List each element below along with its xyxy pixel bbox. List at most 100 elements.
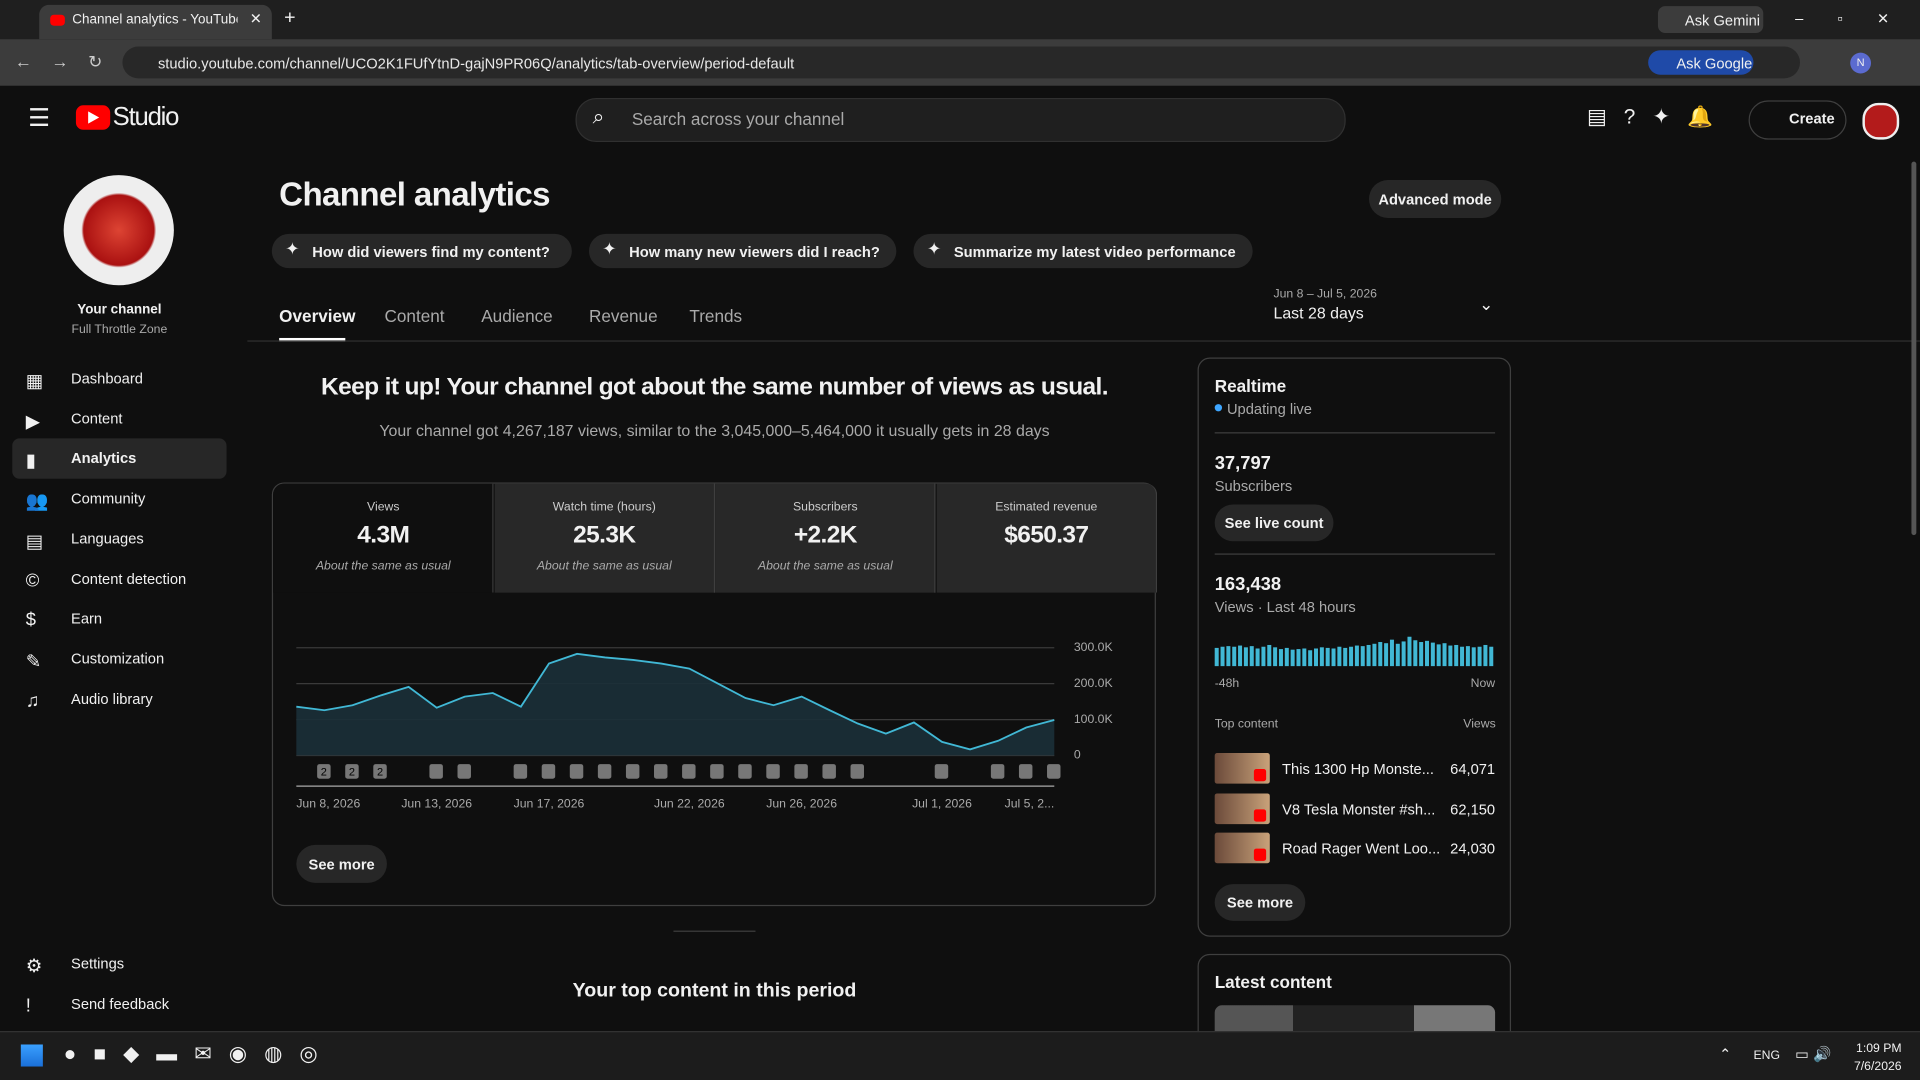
prompt-chip[interactable]: How many new viewers did I reach? <box>588 233 897 269</box>
metric-card[interactable] <box>936 483 1157 593</box>
see-live-count[interactable]: See live count <box>1214 504 1334 542</box>
realtime-bar <box>1302 648 1307 667</box>
realtime-bar <box>1308 650 1313 667</box>
realtime-bar <box>1419 642 1424 667</box>
avatar[interactable] <box>1862 102 1900 140</box>
metric-label: Watch time (hours) <box>552 500 656 515</box>
realtime-bar <box>1425 640 1430 667</box>
tab[interactable]: Content <box>384 306 445 326</box>
realtime-bar <box>1430 642 1435 667</box>
realtime-see-more[interactable]: See more <box>1214 884 1306 921</box>
nav-item[interactable]: Languages <box>71 529 144 548</box>
tray[interactable]: ⌃ <box>1719 1045 1732 1063</box>
footer-item[interactable]: Settings <box>71 955 125 973</box>
realtime-bar <box>1378 642 1383 667</box>
prompt-chip[interactable]: How did viewers find my content? <box>271 233 572 269</box>
realtime-bar <box>1331 648 1336 667</box>
nav-icon: ▤ <box>25 531 44 552</box>
nav-item[interactable]: Content <box>71 409 123 427</box>
separator <box>673 930 756 932</box>
nav-item[interactable]: Content detection <box>71 570 187 588</box>
headline: Keep it up! Your channel got about the s… <box>321 373 1109 401</box>
language[interactable]: ENG <box>1753 1049 1781 1063</box>
footer-item[interactable]: Send feedback <box>71 995 170 1013</box>
tab[interactable]: Audience <box>481 306 553 326</box>
realtime-bar <box>1489 646 1494 667</box>
profile[interactable]: N <box>1850 52 1872 74</box>
tab[interactable]: Trends <box>689 306 743 326</box>
nav-item[interactable]: Audio library <box>71 690 153 708</box>
prompt-chip[interactable]: Summarize my latest video performance <box>913 233 1253 269</box>
nav-item[interactable]: Earn <box>71 610 103 628</box>
nav-item[interactable]: Analytics <box>71 449 137 468</box>
tab-close[interactable]: ✕ <box>249 9 263 27</box>
nav-icon: ▦ <box>25 371 44 392</box>
see-more[interactable]: See more <box>296 844 387 883</box>
y-tick-label: 0 <box>1074 748 1081 762</box>
nav-item[interactable]: Dashboard <box>71 369 143 387</box>
realtime-bar <box>1395 643 1400 667</box>
tray-icons[interactable]: ▭ 🔊 <box>1795 1045 1832 1063</box>
realtime-bar <box>1267 644 1272 667</box>
address-bar[interactable] <box>122 46 1801 79</box>
tab[interactable]: Revenue <box>588 306 658 326</box>
top-content-label: Top content <box>1214 717 1279 732</box>
taskbar-apps[interactable]: ●■◆▬✉◉◍◎ <box>63 1042 335 1066</box>
area <box>296 653 1055 756</box>
period[interactable]: Last 28 days <box>1273 303 1364 323</box>
advanced-mode[interactable]: Advanced mode <box>1368 180 1502 218</box>
marker-label: 2 <box>321 767 327 779</box>
video-marker <box>654 764 668 779</box>
footer-icon: ! <box>25 995 31 1017</box>
metric-card[interactable] <box>715 483 936 593</box>
item-views: 64,071 <box>1450 760 1496 778</box>
nav-item[interactable]: Customization <box>71 650 165 668</box>
metric-card[interactable] <box>494 483 715 593</box>
header-icons[interactable]: ▤?✦🔔 <box>1586 105 1731 129</box>
item-title[interactable]: This 1300 Hp Monste... <box>1282 760 1434 778</box>
create-button[interactable] <box>1748 100 1847 140</box>
nav-icon: ▮ <box>25 451 36 472</box>
metric-value: +2.2K <box>793 521 858 549</box>
sparkle: ✦ <box>285 238 300 259</box>
tab[interactable] <box>39 4 272 40</box>
video-marker <box>822 764 836 779</box>
tab[interactable]: Overview <box>279 306 356 326</box>
search-box[interactable] <box>575 97 1346 143</box>
views-count: 163,438 <box>1214 574 1282 596</box>
realtime-bar <box>1389 639 1394 667</box>
realtime-bar <box>1442 643 1447 667</box>
realtime-bar <box>1337 646 1342 667</box>
start-button[interactable] <box>20 1044 43 1067</box>
realtime-bar <box>1366 644 1371 667</box>
nav-item[interactable]: Community <box>71 489 146 508</box>
x-tick-label: Jun 13, 2026 <box>401 797 472 811</box>
item-title[interactable]: V8 Tesla Monster #sh... <box>1282 800 1436 818</box>
item-views: 62,150 <box>1450 800 1496 818</box>
ask-gemini[interactable] <box>1657 6 1764 34</box>
channel-avatar[interactable] <box>63 175 174 286</box>
dropdown[interactable]: ⌄ <box>1479 293 1494 314</box>
footer-icon: ⚙ <box>25 956 43 978</box>
realtime-bar <box>1477 646 1482 667</box>
ask-google[interactable] <box>1648 50 1754 75</box>
nav-buttons[interactable]: ←→↻ <box>14 51 123 72</box>
item-title[interactable]: Road Rager Went Loo... <box>1282 840 1441 858</box>
live-dot <box>1214 404 1223 412</box>
window-controls[interactable]: –▫✕ <box>1795 9 1920 27</box>
metric-card[interactable] <box>273 483 494 593</box>
new-tab[interactable]: + <box>284 7 296 29</box>
sparkle: ✦ <box>926 238 942 259</box>
x-tick-label: Jun 17, 2026 <box>514 797 585 811</box>
realtime-bar <box>1226 646 1231 667</box>
menu[interactable]: ☰ <box>28 105 51 133</box>
realtime-bar <box>1483 644 1488 667</box>
realtime-bar <box>1273 647 1278 667</box>
x-tick-label: Jun 8, 2026 <box>296 797 360 811</box>
item-views: 24,030 <box>1450 840 1496 858</box>
nav-icon: © <box>25 570 40 591</box>
metric-value: $650.37 <box>1004 521 1089 549</box>
realtime-bar <box>1407 636 1412 667</box>
tab-underline <box>279 337 346 342</box>
